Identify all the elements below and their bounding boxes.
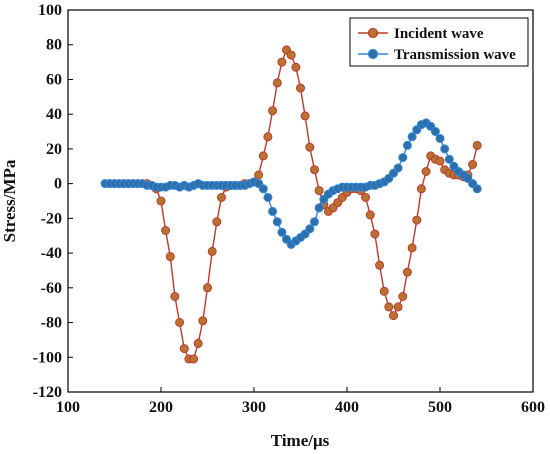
data-point <box>310 165 319 175</box>
data-point <box>179 344 189 354</box>
data-point <box>203 283 212 293</box>
y-tick-label: 0 <box>54 176 62 193</box>
x-tick-label: 100 <box>56 399 80 416</box>
x-tick-label: 200 <box>149 399 173 416</box>
data-point <box>416 184 426 194</box>
data-point <box>398 153 408 163</box>
y-tick-label: -120 <box>33 384 62 401</box>
data-point <box>272 217 282 227</box>
plot-frame <box>67 9 534 393</box>
series-incident <box>100 45 482 364</box>
data-point <box>468 160 478 169</box>
data-point <box>258 184 268 194</box>
data-point <box>296 83 305 93</box>
data-point <box>291 62 301 72</box>
data-point <box>435 134 445 143</box>
x-tick-label: 600 <box>521 399 545 416</box>
legend-label-transmission: Transmission wave <box>394 47 516 63</box>
data-point <box>268 206 278 216</box>
data-point <box>314 186 324 196</box>
legend-marker-incident <box>367 27 379 39</box>
data-point <box>389 311 398 321</box>
data-point <box>207 246 217 256</box>
data-point <box>254 170 264 180</box>
data-point <box>472 140 482 150</box>
axes: 100 200 300 400 500 600 -120 -100 -80 -60 -40 -20 0 2… <box>33 2 545 416</box>
data-point <box>393 163 403 173</box>
data-point <box>272 78 282 88</box>
x-tick-label: 400 <box>335 399 359 416</box>
y-tick-label: 40 <box>46 106 62 123</box>
data-point <box>412 215 422 225</box>
y-tick-label: 20 <box>46 141 62 158</box>
data-point <box>398 292 408 301</box>
legend: Incident wave Transmission wave <box>349 17 529 67</box>
data-point <box>305 224 315 234</box>
data-point <box>430 127 440 136</box>
data-point <box>258 151 268 161</box>
data-point <box>440 144 450 154</box>
y-tick-label: 80 <box>46 37 62 54</box>
data-point <box>402 267 412 277</box>
y-tick-label: -60 <box>41 280 62 297</box>
data-point <box>165 252 175 262</box>
data-point <box>365 210 375 220</box>
data-point <box>217 193 226 202</box>
data-point <box>156 196 166 206</box>
data-point <box>277 227 287 237</box>
data-point <box>435 156 445 166</box>
y-tick-label: -20 <box>41 210 62 227</box>
data-point <box>212 217 222 227</box>
data-point <box>407 132 417 142</box>
data-point <box>444 154 454 164</box>
x-tick-label: 300 <box>242 399 266 416</box>
data-point <box>175 318 185 327</box>
data-point <box>361 193 371 202</box>
data-point <box>379 286 389 296</box>
data-point <box>407 243 417 253</box>
x-axis-title: Time/μs <box>271 431 330 450</box>
data-point <box>189 354 199 364</box>
y-tick-label: 100 <box>38 2 62 19</box>
legend-marker-transmission <box>367 48 379 60</box>
data-point <box>421 167 431 176</box>
series-transmission <box>100 118 482 249</box>
data-point <box>277 57 287 67</box>
data-point <box>402 140 412 150</box>
y-tick-label: -100 <box>33 349 62 366</box>
legend-label-incident: Incident wave <box>394 26 484 42</box>
data-point <box>263 132 273 142</box>
data-point <box>268 106 278 116</box>
legend-box <box>349 17 529 67</box>
series-layer <box>100 45 482 364</box>
y-tick-label: -80 <box>41 315 62 332</box>
data-point <box>375 260 385 270</box>
data-point <box>198 316 208 326</box>
data-point <box>370 229 380 239</box>
data-point <box>161 226 171 235</box>
y-tick-label: -40 <box>41 245 62 262</box>
x-tick-label: 500 <box>428 399 452 416</box>
data-point <box>263 193 273 202</box>
y-axis-title: Stress/MPa <box>0 159 19 242</box>
data-point <box>472 184 482 194</box>
data-point <box>305 142 315 152</box>
data-point <box>314 203 324 213</box>
data-point <box>193 338 203 348</box>
data-point <box>300 111 310 121</box>
data-point <box>384 302 394 312</box>
data-point <box>310 217 319 227</box>
data-point <box>286 50 296 60</box>
y-tick-label: 60 <box>46 71 62 88</box>
data-point <box>170 292 180 301</box>
data-point <box>393 302 403 312</box>
